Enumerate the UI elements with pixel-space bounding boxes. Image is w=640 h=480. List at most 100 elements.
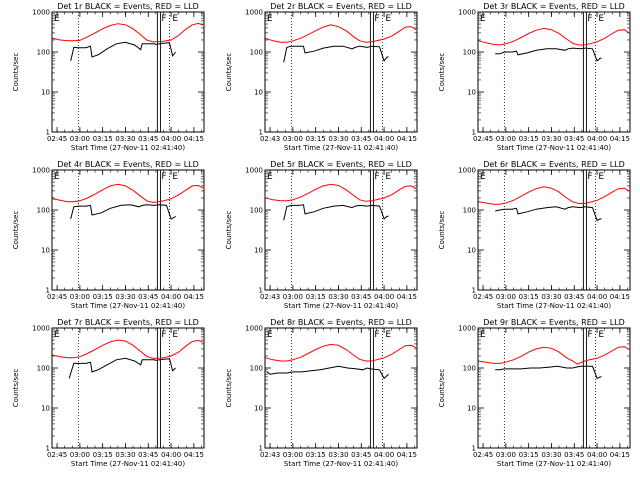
x-tick-label: 04:00 bbox=[161, 293, 181, 301]
x-tick-label: 03:15 bbox=[306, 451, 326, 459]
y-tick-label: 1000 bbox=[245, 325, 263, 333]
y-tick-label: 1 bbox=[472, 445, 476, 453]
y-tick-label: 10 bbox=[467, 89, 476, 97]
y-tick-label: 100 bbox=[250, 365, 263, 373]
flag-label-e: E bbox=[598, 14, 604, 24]
x-tick-label: 04:15 bbox=[184, 293, 204, 301]
y-tick-label: 10 bbox=[254, 89, 263, 97]
flag-label-f: F bbox=[374, 172, 379, 182]
y-tick-label: 1 bbox=[472, 129, 476, 137]
flag-label-f: F bbox=[161, 330, 166, 340]
flag-label-e: E bbox=[598, 172, 604, 182]
x-tick-label: 03:15 bbox=[93, 451, 113, 459]
chart-title: Det 9r BLACK = Events, RED = LLD bbox=[483, 318, 625, 327]
series-line-events bbox=[70, 204, 176, 220]
y-tick-label: 100 bbox=[37, 207, 50, 215]
y-tick-label: 1000 bbox=[245, 9, 263, 17]
x-tick-label: 02:45 bbox=[47, 293, 67, 301]
x-tick-label: 03:15 bbox=[93, 293, 113, 301]
flag-label-e: E bbox=[172, 330, 178, 340]
y-tick-label: 100 bbox=[250, 207, 263, 215]
x-tick-label: 03:45 bbox=[351, 293, 371, 301]
chart-panel-3: Det 3r BLACK = Events, RED = LLD Counts/s… bbox=[438, 2, 631, 152]
chart-panel-1: Det 1r BLACK = Events, RED = LLD Counts/s… bbox=[12, 2, 205, 152]
x-tick-label: 04:15 bbox=[397, 135, 417, 143]
x-tick-label: 04:15 bbox=[397, 293, 417, 301]
x-tick-label: 03:30 bbox=[115, 293, 135, 301]
y-tick-label: 10 bbox=[254, 247, 263, 255]
series-line-events bbox=[266, 365, 389, 380]
x-tick-label: 03:30 bbox=[115, 135, 135, 143]
x-tick-label: 03:15 bbox=[519, 135, 539, 143]
series-line-lld bbox=[265, 343, 417, 362]
x-tick-label: 03:15 bbox=[306, 293, 326, 301]
chart-panel-2: Det 2r BLACK = Events, RED = LLD Counts/s… bbox=[225, 2, 418, 152]
flag-label-e: E bbox=[54, 14, 60, 24]
chart-panel-7: Det 7r BLACK = Events, RED = LLD Counts/s… bbox=[12, 318, 205, 468]
series-line-lld bbox=[52, 22, 204, 43]
x-tick-label: 04:00 bbox=[587, 293, 607, 301]
chart-panel-8: Det 8r BLACK = Events, RED = LLD Counts/s… bbox=[225, 318, 418, 468]
x-tick-label: 03:30 bbox=[541, 451, 561, 459]
chart-title: Det 4r BLACK = Events, RED = LLD bbox=[57, 160, 199, 169]
flag-label-e: E bbox=[385, 14, 391, 24]
y-tick-label: 1000 bbox=[32, 9, 50, 17]
x-tick-label: 03:00 bbox=[496, 451, 516, 459]
x-tick-label: 03:00 bbox=[496, 135, 516, 143]
x-tick-label: 03:30 bbox=[541, 135, 561, 143]
y-tick-label: 10 bbox=[254, 405, 263, 413]
x-tick-label: 04:15 bbox=[184, 451, 204, 459]
chart-title: Det 1r BLACK = Events, RED = LLD bbox=[57, 2, 199, 11]
flag-label-e: E bbox=[480, 172, 486, 182]
plot-frame bbox=[51, 327, 205, 449]
x-tick-label: 04:00 bbox=[161, 135, 181, 143]
chart-title: Det 5r BLACK = Events, RED = LLD bbox=[270, 160, 412, 169]
series-line-lld bbox=[478, 346, 630, 365]
y-axis-label: Counts/sec bbox=[225, 53, 233, 92]
flag-label-e: E bbox=[598, 330, 604, 340]
flag-label-f: F bbox=[587, 14, 592, 24]
x-tick-label: 04:15 bbox=[184, 135, 204, 143]
y-axis-label: Counts/sec bbox=[12, 369, 20, 408]
x-axis-label: Start Time (27-Nov-11 02:41:40) bbox=[497, 460, 611, 468]
plot-frame bbox=[51, 11, 205, 133]
x-tick-label: 03:45 bbox=[564, 451, 584, 459]
x-tick-label: 03:30 bbox=[115, 451, 135, 459]
x-tick-label: 03:45 bbox=[564, 293, 584, 301]
flag-label-f: F bbox=[374, 330, 379, 340]
x-tick-label: 02:45 bbox=[47, 451, 67, 459]
y-tick-label: 10 bbox=[467, 247, 476, 255]
x-tick-label: 02:45 bbox=[47, 135, 67, 143]
flag-label-e: E bbox=[267, 330, 273, 340]
y-tick-label: 1 bbox=[259, 445, 263, 453]
x-tick-label: 03:15 bbox=[519, 293, 539, 301]
y-tick-label: 1 bbox=[46, 445, 50, 453]
flag-label-e: E bbox=[172, 14, 178, 24]
x-tick-label: 02:43 bbox=[260, 451, 280, 459]
plot-frame bbox=[477, 169, 631, 291]
y-axis-label: Counts/sec bbox=[225, 211, 233, 250]
x-tick-label: 03:45 bbox=[564, 135, 584, 143]
series-line-events bbox=[70, 41, 176, 62]
series-line-lld bbox=[265, 183, 417, 202]
x-tick-label: 03:45 bbox=[138, 135, 158, 143]
y-tick-label: 1000 bbox=[458, 9, 476, 17]
y-tick-label: 10 bbox=[467, 405, 476, 413]
flag-label-e: E bbox=[480, 14, 486, 24]
x-tick-label: 03:00 bbox=[496, 293, 516, 301]
y-tick-label: 1000 bbox=[458, 167, 476, 175]
y-tick-label: 1000 bbox=[32, 325, 50, 333]
flag-label-f: F bbox=[161, 172, 166, 182]
y-tick-label: 1 bbox=[259, 287, 263, 295]
y-tick-label: 100 bbox=[37, 49, 50, 57]
chart-panel-5: Det 5r BLACK = Events, RED = LLD Counts/s… bbox=[225, 160, 418, 310]
flag-label-e: E bbox=[385, 330, 391, 340]
series-line-events bbox=[495, 365, 602, 380]
y-tick-label: 10 bbox=[41, 405, 50, 413]
x-tick-label: 04:00 bbox=[374, 293, 394, 301]
plot-frame bbox=[477, 327, 631, 449]
x-tick-label: 04:00 bbox=[587, 135, 607, 143]
y-tick-label: 100 bbox=[463, 49, 476, 57]
series-line-lld bbox=[478, 27, 630, 46]
